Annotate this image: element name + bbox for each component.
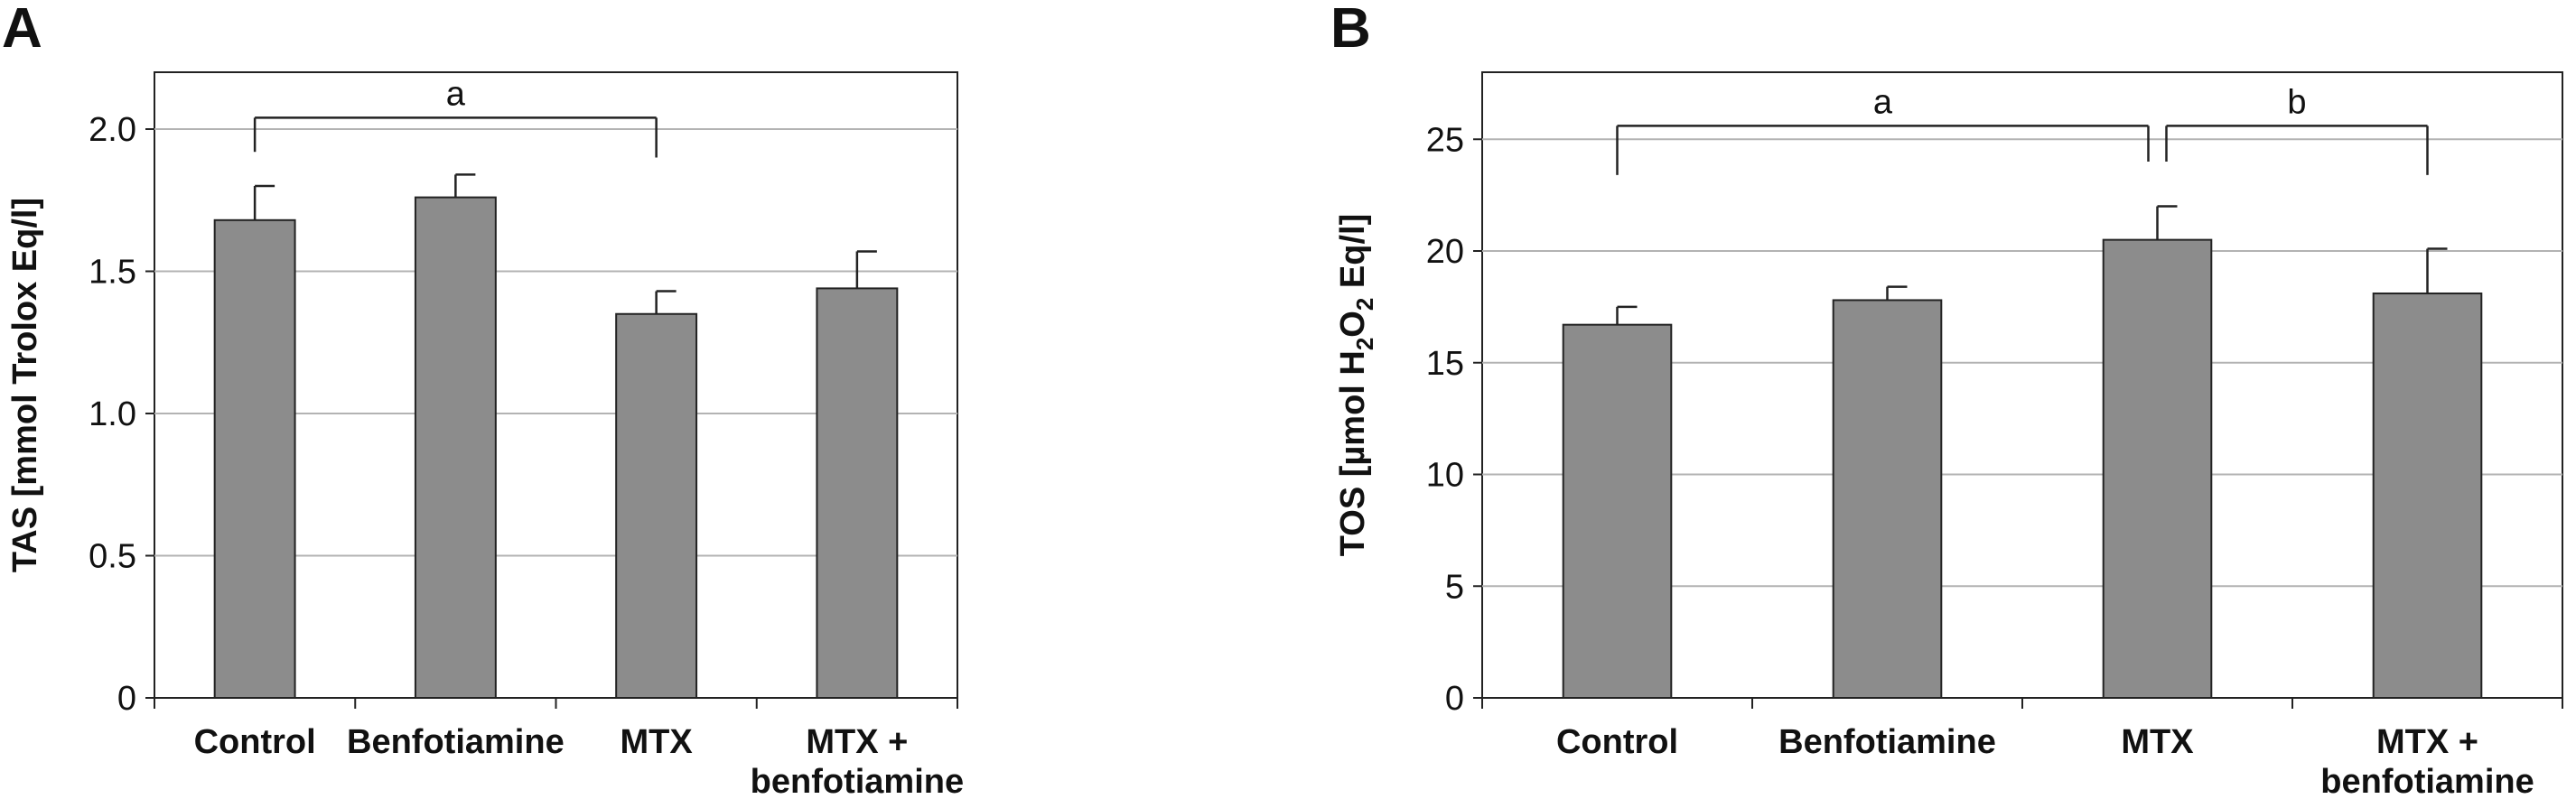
y-axis-label-part: O (1334, 311, 1372, 338)
bar (2372, 293, 2483, 699)
y-tick-label: 0 (1445, 680, 1464, 718)
panel-a: A 0 0.5 1.0 1.5 2.0 Control Benfotiamine MTX MTX… (2, 0, 964, 799)
significance-label: a (1873, 83, 1893, 121)
significance-label: b (2287, 83, 2306, 121)
category-label: benfotiamine (751, 763, 964, 799)
y-axis-label-part: TOS [µmol H (1334, 350, 1372, 556)
y-axis-label: TOS [µmol H2O2 Eq/l] (1334, 214, 1378, 556)
y-axis-label-part: Eq/l] (1334, 214, 1372, 298)
y-tick-label: 25 (1426, 121, 1464, 159)
bar (816, 287, 899, 699)
category-label: Benfotiamine (1778, 723, 1996, 761)
category-label: MTX (2121, 723, 2194, 761)
y-tick-label: 0 (117, 680, 136, 718)
category-label: MTX + (2376, 723, 2478, 761)
category-label: MTX + (806, 723, 908, 761)
bar (1832, 299, 1943, 699)
y-axis-label: TAS [mmol Trolox Eq/l] (6, 198, 44, 572)
category-label: MTX (621, 723, 694, 761)
y-tick-label: 1.5 (89, 254, 136, 292)
y-tick-label: 15 (1426, 345, 1464, 383)
bar (213, 218, 296, 700)
y-tick-label: 5 (1445, 568, 1464, 606)
y-tick-label: 0.5 (89, 538, 136, 576)
bar (1562, 323, 1673, 699)
y-axis-label-part: 2 (1351, 298, 1378, 311)
y-tick-label: 10 (1426, 457, 1464, 495)
panel-letter-a: A (2, 0, 42, 60)
y-axis-label-part: 2 (1351, 338, 1378, 350)
bar (414, 196, 497, 700)
bar (615, 312, 698, 699)
y-tick-label: 1.0 (89, 395, 136, 433)
category-label: Control (1556, 723, 1678, 761)
significance-label: a (446, 75, 466, 113)
y-tick-label: 20 (1426, 233, 1464, 271)
bar (2102, 238, 2213, 699)
category-label: Control (194, 723, 316, 761)
category-label: benfotiamine (2320, 763, 2534, 799)
panel-letter-b: B (1330, 0, 1371, 60)
y-tick-label: 2.0 (89, 111, 136, 149)
category-label: Benfotiamine (347, 723, 565, 761)
